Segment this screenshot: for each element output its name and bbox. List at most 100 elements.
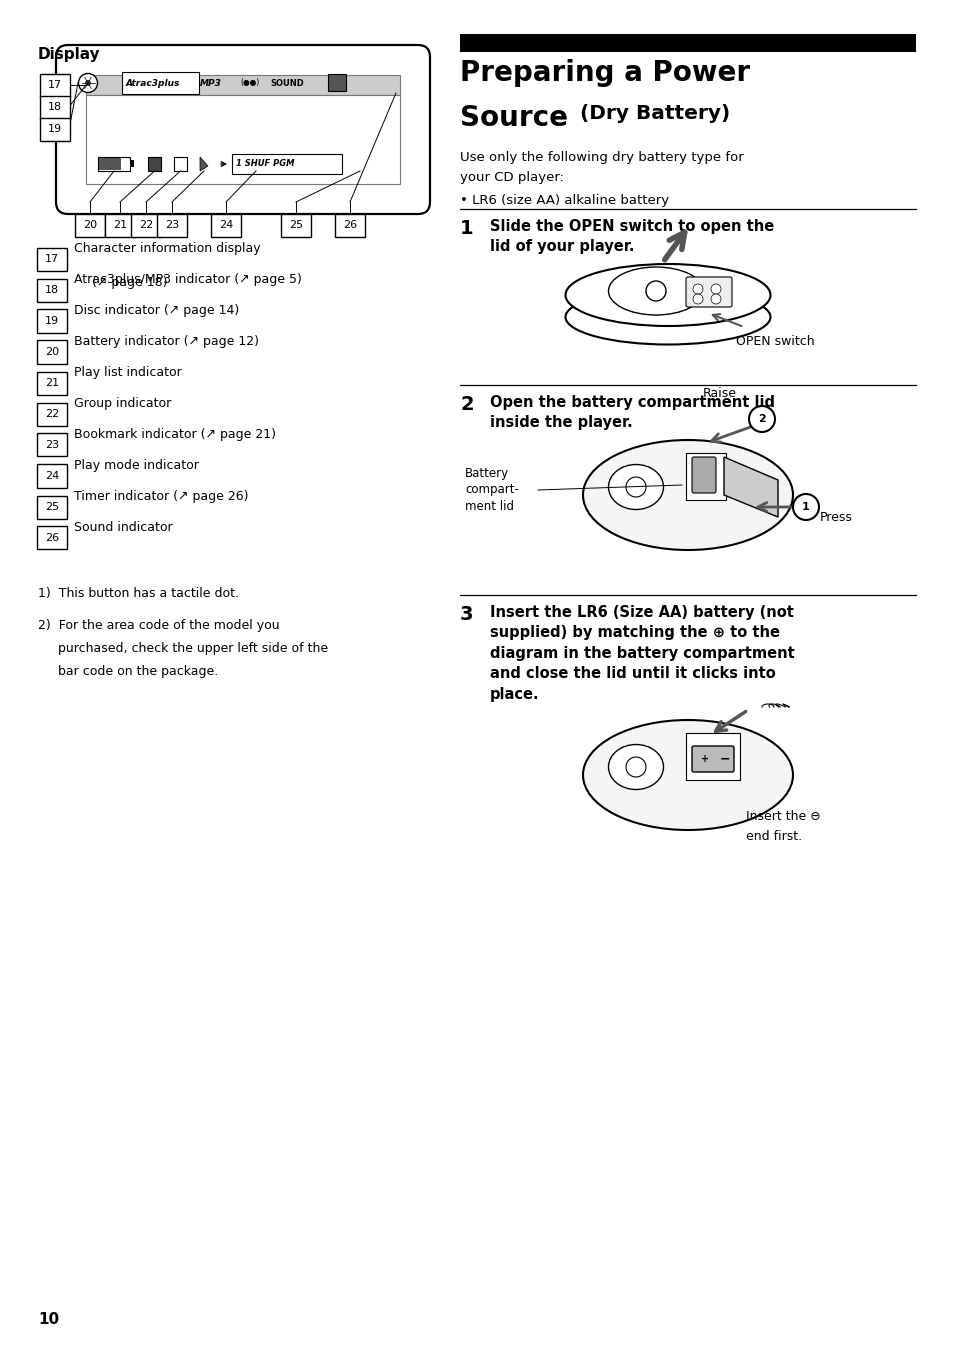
Text: 23: 23 xyxy=(165,220,179,229)
Text: Slide the OPEN switch to open the
lid of your player.: Slide the OPEN switch to open the lid of… xyxy=(490,218,774,254)
Text: 26: 26 xyxy=(342,220,356,229)
Text: Insert the ⊖: Insert the ⊖ xyxy=(745,810,820,822)
Text: (↗ page 18): (↗ page 18) xyxy=(91,275,168,289)
FancyBboxPatch shape xyxy=(232,153,341,174)
FancyBboxPatch shape xyxy=(37,403,67,426)
FancyBboxPatch shape xyxy=(37,247,67,270)
Bar xyxy=(173,157,187,171)
Text: Preparing a Power: Preparing a Power xyxy=(459,58,749,87)
Text: Play list indicator: Play list indicator xyxy=(74,366,182,379)
Text: your CD player:: your CD player: xyxy=(459,171,563,185)
Text: 22: 22 xyxy=(45,408,59,419)
Text: SOUND: SOUND xyxy=(270,79,303,87)
Text: 17: 17 xyxy=(48,80,62,90)
Text: Atrac3plus/MP3 indicator (↗ page 5): Atrac3plus/MP3 indicator (↗ page 5) xyxy=(74,273,301,286)
Text: 1 SHUF PGM: 1 SHUF PGM xyxy=(235,160,294,168)
Text: • LR6 (size AA) alkaline battery: • LR6 (size AA) alkaline battery xyxy=(459,194,668,208)
Polygon shape xyxy=(685,453,725,499)
Text: 21: 21 xyxy=(45,379,59,388)
FancyBboxPatch shape xyxy=(691,746,733,772)
Bar xyxy=(99,157,121,170)
Text: 2: 2 xyxy=(459,395,473,414)
FancyBboxPatch shape xyxy=(281,213,311,236)
Bar xyxy=(148,157,161,171)
Text: Character information display: Character information display xyxy=(74,242,260,255)
Text: Raise: Raise xyxy=(702,387,737,400)
Text: +: + xyxy=(700,754,708,764)
Text: 2)  For the area code of the model you: 2) For the area code of the model you xyxy=(38,619,279,632)
Text: Use only the following dry battery type for: Use only the following dry battery type … xyxy=(459,151,743,164)
Text: Play mode indicator: Play mode indicator xyxy=(74,459,198,472)
Ellipse shape xyxy=(565,265,770,326)
Text: Bookmark indicator (↗ page 21): Bookmark indicator (↗ page 21) xyxy=(74,427,275,441)
FancyBboxPatch shape xyxy=(56,45,430,214)
FancyBboxPatch shape xyxy=(335,213,365,236)
Text: 1: 1 xyxy=(801,502,809,512)
Text: Display: Display xyxy=(38,47,100,62)
Text: Atrac3plus: Atrac3plus xyxy=(126,79,180,87)
Ellipse shape xyxy=(608,267,702,315)
Text: 25: 25 xyxy=(45,502,59,512)
Text: (Dry Battery): (Dry Battery) xyxy=(579,104,729,123)
Bar xyxy=(86,75,399,95)
Text: 3: 3 xyxy=(459,605,473,624)
Text: Timer indicator (↗ page 26): Timer indicator (↗ page 26) xyxy=(74,490,248,503)
Text: end first.: end first. xyxy=(745,830,801,843)
Circle shape xyxy=(748,406,774,432)
Text: 17: 17 xyxy=(45,254,59,265)
Bar xyxy=(130,160,133,167)
FancyBboxPatch shape xyxy=(211,213,241,236)
Text: −: − xyxy=(719,753,729,765)
FancyBboxPatch shape xyxy=(40,118,70,141)
Text: 24: 24 xyxy=(45,471,59,480)
FancyBboxPatch shape xyxy=(37,433,67,456)
Circle shape xyxy=(86,80,91,85)
Text: 26: 26 xyxy=(45,533,59,543)
Text: 18: 18 xyxy=(48,102,62,113)
Polygon shape xyxy=(200,157,208,171)
FancyBboxPatch shape xyxy=(40,95,70,118)
FancyBboxPatch shape xyxy=(37,341,67,364)
Text: Source: Source xyxy=(459,104,577,132)
Circle shape xyxy=(78,73,97,92)
Text: 22: 22 xyxy=(139,220,153,229)
FancyBboxPatch shape xyxy=(685,277,731,307)
Text: Group indicator: Group indicator xyxy=(74,398,172,410)
Text: 19: 19 xyxy=(48,123,62,134)
Text: Battery
compart-
ment lid: Battery compart- ment lid xyxy=(464,468,518,513)
FancyBboxPatch shape xyxy=(37,495,67,518)
Text: Disc indicator (↗ page 14): Disc indicator (↗ page 14) xyxy=(74,304,239,318)
Text: Press: Press xyxy=(820,510,852,524)
Ellipse shape xyxy=(582,440,792,550)
FancyBboxPatch shape xyxy=(157,213,187,236)
Ellipse shape xyxy=(608,464,662,509)
Text: 19: 19 xyxy=(45,316,59,326)
Text: 20: 20 xyxy=(83,220,97,229)
FancyBboxPatch shape xyxy=(40,73,70,96)
Circle shape xyxy=(792,494,818,520)
FancyBboxPatch shape xyxy=(691,457,716,493)
Text: OPEN switch: OPEN switch xyxy=(735,335,814,347)
FancyBboxPatch shape xyxy=(122,72,199,94)
Text: bar code on the package.: bar code on the package. xyxy=(38,665,218,678)
Text: Open the battery compartment lid
inside the player.: Open the battery compartment lid inside … xyxy=(490,395,774,430)
Ellipse shape xyxy=(565,289,770,345)
Text: Sound indicator: Sound indicator xyxy=(74,521,172,535)
Polygon shape xyxy=(723,457,778,517)
FancyBboxPatch shape xyxy=(37,464,67,487)
Text: 23: 23 xyxy=(45,440,59,451)
Bar xyxy=(86,95,399,185)
Circle shape xyxy=(710,294,720,304)
FancyBboxPatch shape xyxy=(131,213,161,236)
Circle shape xyxy=(710,284,720,294)
Text: 1)  This button has a tactile dot.: 1) This button has a tactile dot. xyxy=(38,588,239,600)
FancyBboxPatch shape xyxy=(37,372,67,395)
Text: 10: 10 xyxy=(38,1312,59,1327)
Polygon shape xyxy=(685,733,740,780)
Bar xyxy=(459,34,915,52)
FancyBboxPatch shape xyxy=(37,278,67,301)
FancyBboxPatch shape xyxy=(75,213,105,236)
Circle shape xyxy=(625,757,645,778)
Text: Battery indicator (↗ page 12): Battery indicator (↗ page 12) xyxy=(74,335,258,347)
Text: purchased, check the upper left side of the: purchased, check the upper left side of … xyxy=(38,642,328,655)
